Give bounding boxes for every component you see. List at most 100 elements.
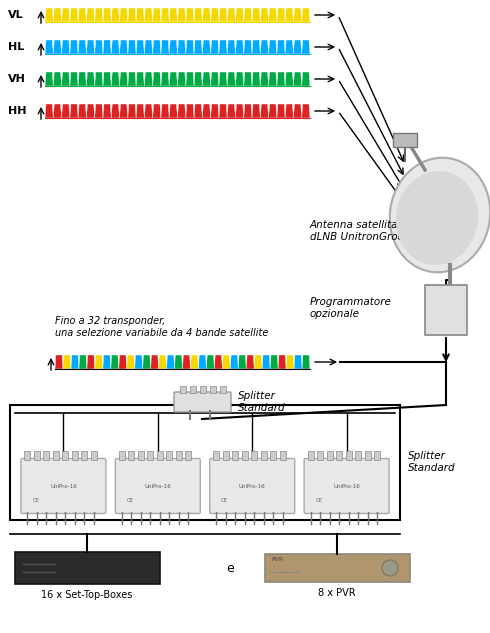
Polygon shape — [136, 8, 145, 22]
Polygon shape — [219, 72, 227, 86]
Polygon shape — [270, 355, 278, 369]
Polygon shape — [63, 355, 71, 369]
Polygon shape — [285, 40, 294, 54]
Polygon shape — [262, 355, 270, 369]
Bar — [91, 451, 97, 460]
Polygon shape — [78, 8, 86, 22]
Bar — [157, 451, 163, 460]
Polygon shape — [95, 355, 103, 369]
Text: VL: VL — [8, 10, 24, 20]
Polygon shape — [277, 104, 285, 118]
Ellipse shape — [396, 171, 478, 265]
Polygon shape — [53, 104, 62, 118]
Bar — [185, 451, 191, 460]
Text: CE: CE — [127, 498, 134, 503]
Polygon shape — [70, 8, 78, 22]
Text: CE: CE — [316, 498, 323, 503]
Bar — [317, 451, 323, 460]
Polygon shape — [294, 8, 302, 22]
Polygon shape — [111, 8, 120, 22]
Polygon shape — [186, 8, 194, 22]
Polygon shape — [194, 8, 202, 22]
Polygon shape — [55, 355, 63, 369]
Polygon shape — [86, 40, 95, 54]
Polygon shape — [260, 8, 269, 22]
Polygon shape — [103, 8, 111, 22]
Polygon shape — [120, 72, 128, 86]
Bar — [308, 451, 314, 460]
Polygon shape — [169, 8, 177, 22]
Bar — [176, 451, 182, 460]
Polygon shape — [103, 104, 111, 118]
Bar — [200, 386, 206, 393]
Bar — [355, 451, 361, 460]
Text: VH: VH — [8, 74, 26, 84]
Polygon shape — [161, 104, 169, 118]
Text: CE: CE — [32, 498, 40, 503]
Polygon shape — [278, 355, 286, 369]
Bar — [232, 451, 238, 460]
Polygon shape — [70, 104, 78, 118]
Bar — [119, 451, 125, 460]
Polygon shape — [277, 8, 285, 22]
Text: CE: CE — [198, 399, 206, 404]
Bar — [210, 386, 216, 393]
Polygon shape — [70, 72, 78, 86]
Polygon shape — [136, 72, 145, 86]
Polygon shape — [136, 40, 145, 54]
Polygon shape — [45, 104, 53, 118]
Polygon shape — [145, 104, 153, 118]
Polygon shape — [236, 40, 244, 54]
Polygon shape — [111, 40, 120, 54]
Polygon shape — [244, 40, 252, 54]
Polygon shape — [182, 355, 191, 369]
Polygon shape — [120, 8, 128, 22]
Text: UniPro-16: UniPro-16 — [333, 484, 360, 489]
Polygon shape — [219, 40, 227, 54]
Ellipse shape — [390, 158, 490, 272]
Polygon shape — [252, 72, 260, 86]
Polygon shape — [62, 104, 70, 118]
Text: e: e — [226, 561, 234, 575]
Polygon shape — [236, 8, 244, 22]
Polygon shape — [177, 72, 186, 86]
Bar — [251, 451, 257, 460]
Polygon shape — [202, 8, 211, 22]
Bar — [10, 405, 400, 520]
Polygon shape — [238, 355, 246, 369]
Text: Splitter
Standard: Splitter Standard — [408, 451, 456, 473]
Bar — [190, 386, 196, 393]
Polygon shape — [177, 40, 186, 54]
Polygon shape — [153, 8, 161, 22]
Polygon shape — [227, 40, 236, 54]
Polygon shape — [45, 8, 53, 22]
Text: 8 x PVR: 8 x PVR — [318, 588, 356, 598]
Bar — [180, 386, 186, 393]
Polygon shape — [244, 8, 252, 22]
Polygon shape — [211, 104, 219, 118]
Polygon shape — [103, 72, 111, 86]
Polygon shape — [95, 8, 103, 22]
Polygon shape — [302, 40, 310, 54]
Polygon shape — [120, 104, 128, 118]
Text: UniPro-16: UniPro-16 — [239, 484, 266, 489]
Polygon shape — [153, 72, 161, 86]
Bar — [166, 451, 172, 460]
Polygon shape — [211, 40, 219, 54]
Polygon shape — [86, 104, 95, 118]
Text: PVR: PVR — [271, 557, 283, 562]
Polygon shape — [277, 40, 285, 54]
Bar — [374, 451, 380, 460]
Polygon shape — [78, 72, 86, 86]
Polygon shape — [198, 355, 206, 369]
Polygon shape — [285, 72, 294, 86]
Text: Antenna satellitare e
dLNB UnitronGroup: Antenna satellitare e dLNB UnitronGroup — [310, 220, 419, 242]
Bar — [261, 451, 267, 460]
Polygon shape — [136, 104, 145, 118]
Polygon shape — [219, 8, 227, 22]
Polygon shape — [194, 104, 202, 118]
Text: HL: HL — [8, 42, 24, 52]
Polygon shape — [211, 8, 219, 22]
Polygon shape — [244, 72, 252, 86]
Polygon shape — [128, 8, 136, 22]
